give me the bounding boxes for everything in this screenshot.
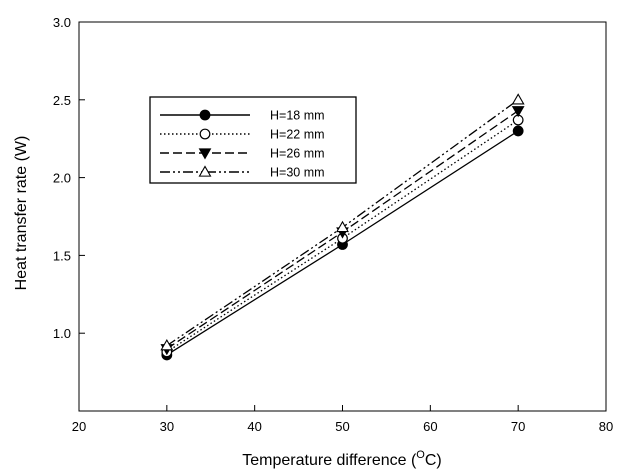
x-tick-label: 30 [160,419,174,434]
x-axis: 20 30 40 50 60 70 80 [72,405,613,434]
x-axis-label-unit: C) [425,452,442,469]
y-tick-label: 2.5 [53,93,71,108]
legend-marker [198,148,212,160]
x-tick-label: 50 [335,419,349,434]
legend-marker [199,109,211,121]
x-tick-label: 40 [247,419,261,434]
x-tick-label: 20 [72,419,86,434]
data-point [511,106,525,118]
data-point [512,125,524,137]
x-axis-label-text: Temperature difference ( [242,452,417,469]
y-tick-label: 2.0 [53,171,71,186]
y-tick-label: 3.0 [53,15,71,30]
y-axis-label: Heat transfer rate (W) [13,136,30,291]
legend-item: H=30 mm [160,165,325,180]
y-axis: 1.0 1.5 2.0 2.5 3.0 [53,15,85,341]
legend-item: H=18 mm [160,109,325,123]
legend-label: H=18 mm [270,109,325,123]
legend: H=18 mm H=22 mm H=26 mm H=30 mm [149,96,357,184]
legend-marker [199,128,211,140]
y-tick-label: 1.0 [53,326,71,341]
legend-item: H=26 mm [160,147,325,161]
legend-item: H=22 mm [160,128,325,142]
y-tick-label: 1.5 [53,248,71,263]
series-layer [160,93,525,361]
plot-frame [78,21,607,412]
legend-label: H=22 mm [270,128,325,142]
legend-label: H=26 mm [270,147,325,161]
series-4 [160,93,525,351]
legend-marker [198,165,212,177]
data-point [336,220,349,233]
x-tick-label: 80 [599,419,613,434]
x-tick-label: 60 [423,419,437,434]
plot-border [78,21,607,412]
x-axis-label: Temperature difference (OC) [242,449,441,469]
legend-box [149,96,357,184]
x-axis-label-degree: O [416,449,425,461]
data-point [160,339,174,351]
x-tick-label: 70 [511,419,525,434]
legend-label: H=30 mm [270,166,325,180]
data-point [511,93,525,105]
